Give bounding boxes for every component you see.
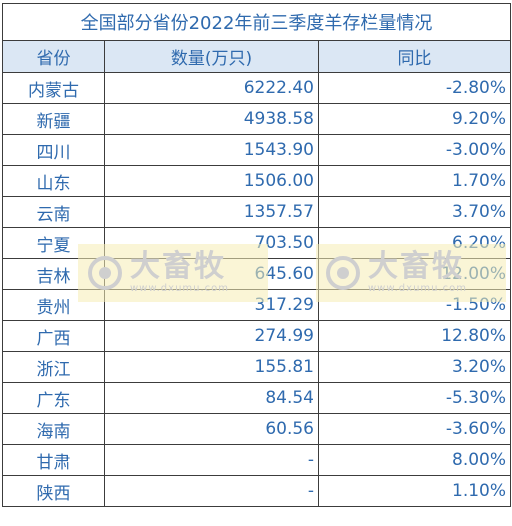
yoy-cell: -5.30%	[317, 382, 512, 414]
count-cell: 6222.40	[104, 72, 319, 104]
table-row: 山东 1506.00 1.70%	[2, 165, 512, 197]
table-row: 四川 1543.90 -3.00%	[2, 134, 512, 166]
count-cell: 155.81	[104, 351, 319, 383]
yoy-cell: -2.80%	[317, 72, 512, 104]
header-row: 省份 数量(万只) 同比	[2, 40, 512, 73]
yoy-cell: 8.00%	[317, 444, 512, 476]
province-cell: 广东	[2, 382, 105, 414]
table-row: 吉林 645.60 12.00%	[2, 258, 512, 290]
table-row: 新疆 4938.58 9.20%	[2, 103, 512, 135]
header-count: 数量(万只)	[104, 40, 319, 73]
table-row: 海南 60.56 -3.60%	[2, 413, 512, 445]
count-cell: 1357.57	[104, 196, 319, 228]
count-cell: 274.99	[104, 320, 319, 352]
title-row: 全国部分省份2022年前三季度羊存栏量情况	[1, 3, 512, 41]
count-cell: 84.54	[104, 382, 319, 414]
count-cell: 60.56	[104, 413, 319, 445]
province-cell: 海南	[2, 413, 105, 445]
yoy-cell: -3.60%	[317, 413, 512, 445]
count-cell: 703.50	[104, 227, 319, 259]
yoy-cell: 6.20%	[317, 227, 512, 259]
province-cell: 宁夏	[2, 227, 105, 259]
count-cell: -	[104, 475, 319, 507]
province-cell: 陕西	[2, 475, 105, 507]
province-cell: 山东	[2, 165, 105, 197]
province-cell: 吉林	[2, 258, 105, 290]
yoy-cell: 3.20%	[317, 351, 512, 383]
yoy-cell: 9.20%	[317, 103, 512, 135]
livestock-table: 全国部分省份2022年前三季度羊存栏量情况 省份 数量(万只) 同比 内蒙古 62…	[1, 3, 512, 507]
table-row: 内蒙古 6222.40 -2.80%	[2, 72, 512, 104]
table-row: 云南 1357.57 3.70%	[2, 196, 512, 228]
yoy-cell: -3.00%	[317, 134, 512, 166]
count-cell: 1543.90	[104, 134, 319, 166]
table-row: 陕西 -1.10%	[2, 475, 512, 507]
table-row: 浙江 155.81 3.20%	[2, 351, 512, 383]
province-cell: 云南	[2, 196, 105, 228]
header-province: 省份	[2, 40, 105, 73]
table-row: 甘肃 -8.00%	[2, 444, 512, 476]
province-cell: 广西	[2, 320, 105, 352]
yoy-cell: -1.50%	[317, 289, 512, 321]
province-cell: 四川	[2, 134, 105, 166]
province-cell: 浙江	[2, 351, 105, 383]
province-cell: 新疆	[2, 103, 105, 135]
count-cell: -	[104, 444, 319, 476]
table-title: 全国部分省份2022年前三季度羊存栏量情况	[1, 3, 512, 41]
count-cell: 1506.00	[104, 165, 319, 197]
province-cell: 内蒙古	[2, 72, 105, 104]
yoy-cell: 1.10%	[317, 475, 512, 507]
yoy-cell: 3.70%	[317, 196, 512, 228]
yoy-cell: 12.00%	[317, 258, 512, 290]
yoy-cell: 12.80%	[317, 320, 512, 352]
header-yoy: 同比	[317, 40, 512, 73]
table-row: 宁夏 703.50 6.20%	[2, 227, 512, 259]
count-cell: 317.29	[104, 289, 319, 321]
yoy-cell: 1.70%	[317, 165, 512, 197]
province-cell: 甘肃	[2, 444, 105, 476]
count-cell: 4938.58	[104, 103, 319, 135]
province-cell: 贵州	[2, 289, 105, 321]
table-row: 广西 274.99 12.80%	[2, 320, 512, 352]
table-row: 贵州 317.29 -1.50%	[2, 289, 512, 321]
count-cell: 645.60	[104, 258, 319, 290]
table-row: 广东 84.54 -5.30%	[2, 382, 512, 414]
